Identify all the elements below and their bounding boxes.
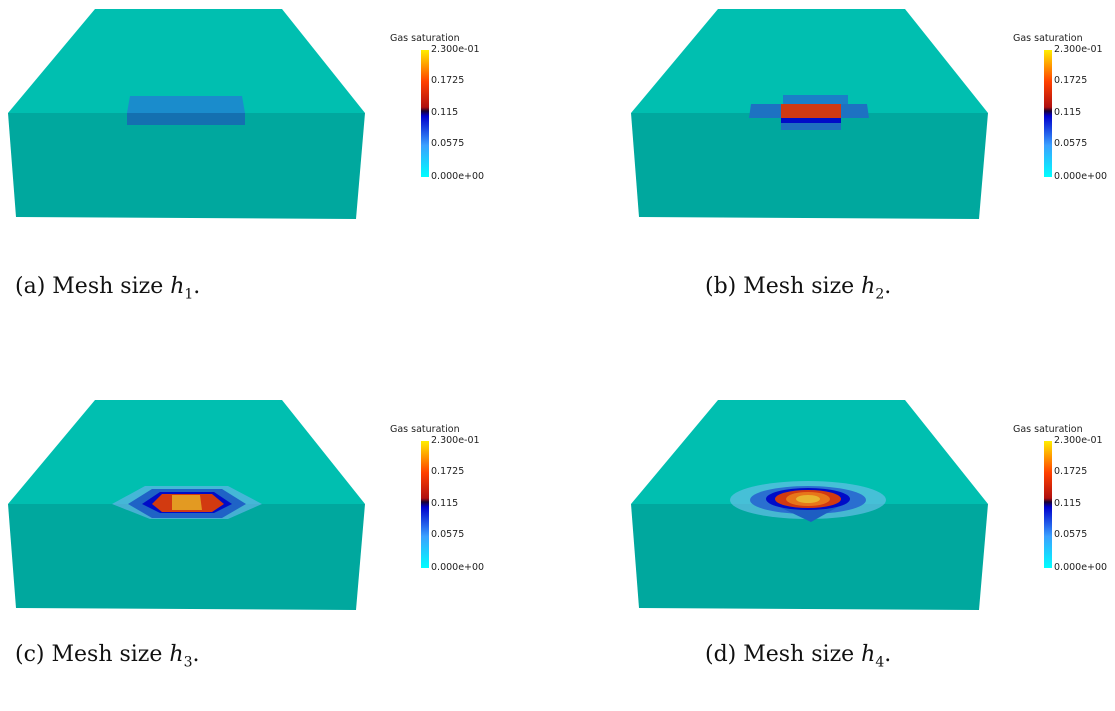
- colorbar-gradient: [421, 441, 429, 568]
- colorbar-gradient: [1044, 441, 1052, 568]
- colorbar-tick-min: 0.000e+00: [1054, 562, 1107, 573]
- colorbar-tick-max: 2.300e-01: [1054, 44, 1103, 55]
- plume-lower-band: [781, 123, 841, 130]
- plume-core-top: [781, 104, 841, 118]
- colorbar-tick: 0.1725: [431, 466, 464, 477]
- panel-a: Gas saturation 2.300e-01 0.1725 0.115 0.…: [0, 0, 540, 320]
- colorbar-d: Gas saturation 2.300e-01 0.1725 0.115 0.…: [1013, 424, 1107, 573]
- colorbar-tick: 0.115: [431, 498, 458, 509]
- panel-d: Gas saturation 2.300e-01 0.1725 0.115 0.…: [623, 391, 1115, 711]
- colorbar-tick-min: 0.000e+00: [431, 562, 484, 573]
- colorbar-gradient: [1044, 50, 1052, 177]
- colorbar-tick: 0.0575: [431, 138, 464, 149]
- colorbar-tick: 0.1725: [1054, 466, 1087, 477]
- caption-c: (c) Mesh size h3.: [15, 642, 200, 671]
- caption-b: (b) Mesh size h2.: [705, 274, 892, 303]
- plume-outer-top: [783, 95, 848, 104]
- colorbar-title: Gas saturation: [1013, 424, 1083, 435]
- colorbar-tick: 0.0575: [1054, 529, 1087, 540]
- block-top-face: [631, 9, 988, 113]
- colorbar-tick: 0.115: [1054, 498, 1081, 509]
- block-front-face: [631, 504, 988, 610]
- plume-core-band: [781, 118, 841, 123]
- block-front-face: [8, 113, 365, 219]
- block-front-face: [631, 113, 988, 219]
- block-top-face: [8, 9, 365, 113]
- colorbar-tick: 0.115: [1054, 107, 1081, 118]
- colorbar-title: Gas saturation: [390, 424, 460, 435]
- caption-d: (d) Mesh size h4.: [705, 642, 892, 671]
- colorbar-tick: 0.1725: [431, 75, 464, 86]
- colorbar-a: Gas saturation 2.300e-01 0.1725 0.115 0.…: [390, 33, 484, 182]
- block-front-face: [8, 504, 365, 610]
- block-render-d: [631, 400, 988, 610]
- panel-c: Gas saturation 2.300e-01 0.1725 0.115 0.…: [0, 391, 540, 711]
- colorbar-title: Gas saturation: [1013, 33, 1083, 44]
- colorbar-tick: 0.0575: [431, 529, 464, 540]
- block-top-face: [8, 400, 365, 504]
- colorbar-tick: 0.115: [431, 107, 458, 118]
- colorbar-title: Gas saturation: [390, 33, 460, 44]
- colorbar-tick-max: 2.300e-01: [431, 435, 480, 446]
- colorbar-tick: 0.0575: [1054, 138, 1087, 149]
- plume-peak: [172, 495, 202, 510]
- block-render-c: [8, 400, 365, 610]
- colorbar-tick-max: 2.300e-01: [1054, 435, 1103, 446]
- colorbar-tick-min: 0.000e+00: [431, 171, 484, 182]
- plume-front-face: [127, 113, 245, 125]
- block-render-b: [631, 9, 988, 219]
- block-top-face: [631, 400, 988, 504]
- panel-b: Gas saturation 2.300e-01 0.1725 0.115 0.…: [623, 0, 1115, 320]
- colorbar-tick-max: 2.300e-01: [431, 44, 480, 55]
- plume-top-face: [127, 96, 245, 113]
- caption-a: (a) Mesh size h1.: [15, 274, 201, 303]
- plume-peak: [796, 495, 820, 503]
- colorbar-tick: 0.1725: [1054, 75, 1087, 86]
- block-render-a: [8, 9, 365, 219]
- colorbar-b: Gas saturation 2.300e-01 0.1725 0.115 0.…: [1013, 33, 1107, 182]
- colorbar-gradient: [421, 50, 429, 177]
- colorbar-tick-min: 0.000e+00: [1054, 171, 1107, 182]
- colorbar-c: Gas saturation 2.300e-01 0.1725 0.115 0.…: [390, 424, 484, 573]
